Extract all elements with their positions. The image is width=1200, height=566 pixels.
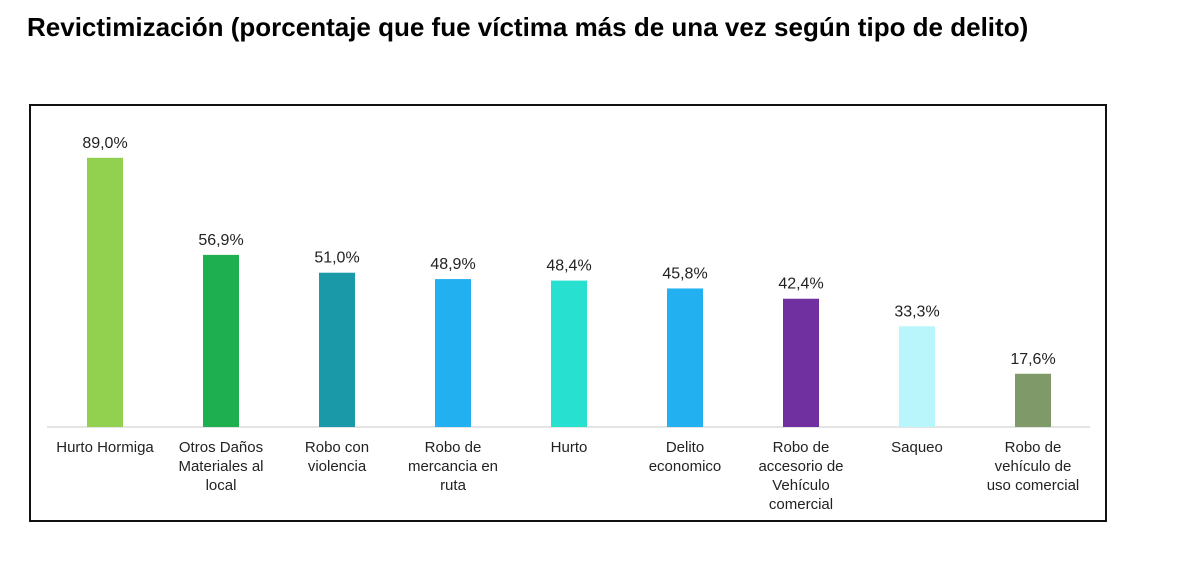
data-label: 48,9% [430,256,475,273]
category-label-line: Hurto [551,439,588,456]
data-label: 33,3% [894,303,939,320]
bar [1015,373,1051,427]
category-label-line: mercancia en [408,458,498,475]
category-label-line: Robo de [1005,439,1062,456]
bar [783,298,819,427]
category-label: Hurto Hormiga [56,439,154,456]
category-label-line: accesorio de [758,458,843,475]
category-label: Robo de accesorio de Vehículo comercial [758,439,843,513]
category-label-line: uso comercial [987,477,1080,494]
bar [551,280,587,427]
category-label: Robo con violencia [305,439,369,475]
bar [319,272,355,427]
category-label-line: Saqueo [891,439,943,456]
category-label-line: Vehículo [772,477,830,494]
category-label: Hurto [551,439,588,456]
category-label-line: economico [649,458,722,475]
data-label: 45,8% [662,265,707,282]
bar [667,288,703,427]
category-label: Robo de vehículo de uso comercial [987,439,1080,494]
category-label: Delito economico [649,439,722,475]
data-label: 42,4% [778,276,823,293]
bar [87,157,123,427]
category-label: Robo de mercancia en ruta [408,439,498,494]
category-label-line: comercial [769,496,833,513]
data-label: 89,0% [82,135,127,152]
bar [203,254,239,427]
data-label: 56,9% [198,232,243,249]
category-label-line: Robo de [773,439,830,456]
chart-frame [29,104,1107,522]
data-label: 48,4% [546,258,591,275]
category-label-line: Delito [666,439,704,456]
category-label-line: ruta [440,477,467,494]
category-label: Saqueo [891,439,943,456]
category-label-line: Hurto Hormiga [56,439,154,456]
bar [435,279,471,427]
bar [899,326,935,427]
category-label-line: Materiales al [178,458,263,475]
category-label-line: Robo de [425,439,482,456]
chart-title: Revictimización (porcentaje que fue víct… [27,12,1029,42]
category-label-line: violencia [308,458,367,475]
category-label: Otros Daños Materiales al local [178,439,263,494]
category-label-line: vehículo de [995,458,1072,475]
category-label-line: Robo con [305,439,369,456]
category-label-line: local [206,477,237,494]
data-label: 17,6% [1010,351,1055,368]
category-label-line: Otros Daños [179,439,263,456]
data-label: 51,0% [314,250,359,267]
